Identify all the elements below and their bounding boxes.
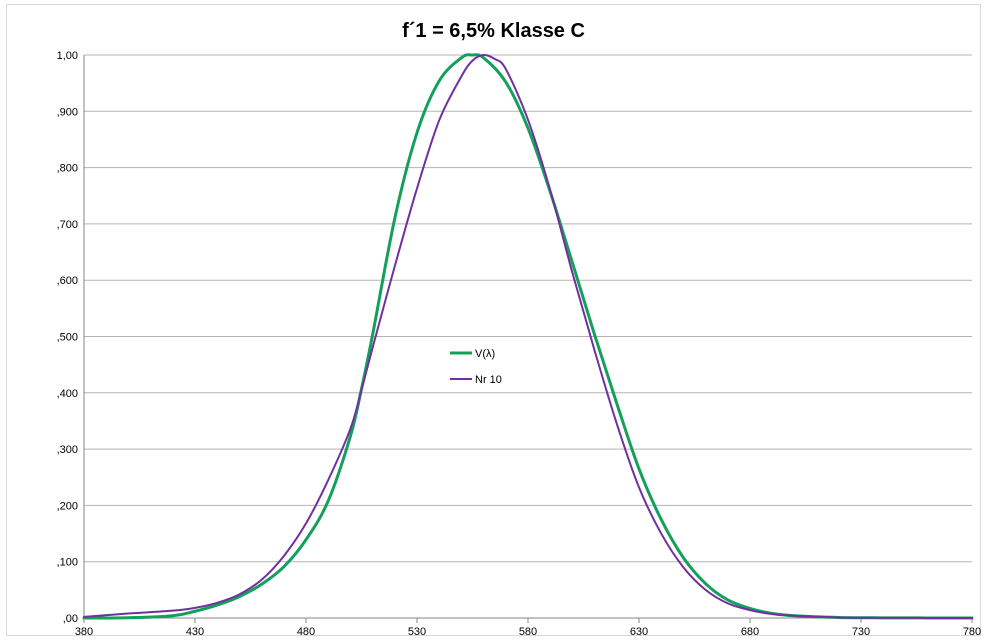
y-tick-label: 1,00	[57, 50, 78, 62]
y-tick-label: ,400	[57, 388, 78, 400]
x-tick-label: 380	[75, 626, 93, 638]
series-line-v-lambda	[82, 53, 974, 620]
y-tick-label: ,100	[57, 557, 78, 569]
chart-frame	[6, 4, 981, 636]
x-tick-label: 430	[186, 626, 204, 638]
y-tick-label: ,600	[57, 275, 78, 287]
x-tick-label: 780	[963, 626, 981, 638]
y-tick-label: ,900	[57, 106, 78, 118]
y-tick-label: ,200	[57, 500, 78, 512]
x-tick-label: 630	[630, 626, 648, 638]
x-tick-label: 730	[852, 626, 870, 638]
series-line-nr-10	[83, 53, 973, 619]
x-tick-label: 580	[519, 626, 537, 638]
y-tick-label: ,800	[57, 163, 78, 175]
x-tick-label: 530	[408, 626, 426, 638]
legend-label: V(λ)	[475, 348, 495, 360]
x-tick-label: 480	[297, 626, 315, 638]
chart-title: f´1 = 6,5% Klasse C	[402, 20, 585, 42]
x-tick-label: 680	[741, 626, 759, 638]
y-tick-label: ,300	[57, 444, 78, 456]
y-tick-label: ,700	[57, 219, 78, 231]
y-tick-label: ,00	[63, 613, 78, 625]
legend-label: Nr 10	[475, 374, 502, 386]
y-tick-label: ,500	[57, 332, 78, 344]
